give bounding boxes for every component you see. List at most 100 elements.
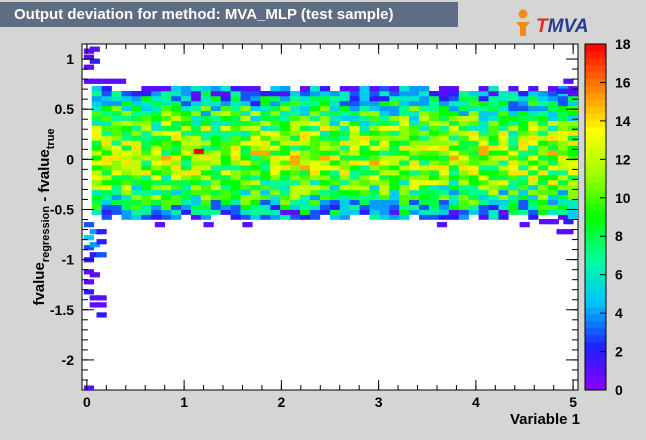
y-axis-label: fvalueregression - fvaluetrue bbox=[31, 128, 57, 305]
heatmap-cell bbox=[518, 145, 529, 151]
heatmap-cell bbox=[409, 105, 420, 112]
heatmap-cell bbox=[161, 130, 172, 136]
heatmap-cell bbox=[339, 160, 350, 166]
heatmap-cell bbox=[349, 125, 360, 131]
heatmap-cell bbox=[111, 155, 122, 161]
heatmap-cell bbox=[111, 95, 122, 102]
heatmap-cell bbox=[181, 130, 192, 136]
heatmap-cell bbox=[161, 150, 172, 156]
heatmap-cell bbox=[121, 90, 132, 97]
heatmap-cell bbox=[508, 115, 519, 121]
heatmap-cell bbox=[171, 184, 182, 191]
heatmap-cell bbox=[379, 179, 390, 186]
heatmap-cell bbox=[518, 120, 529, 126]
heatmap-cell bbox=[448, 135, 460, 141]
heatmap-cell bbox=[329, 105, 341, 112]
heatmap-cell bbox=[220, 155, 231, 161]
heatmap-cell bbox=[548, 130, 559, 136]
heatmap-cell bbox=[260, 155, 271, 161]
heatmap-cell bbox=[409, 199, 420, 205]
heatmap-cell bbox=[518, 175, 529, 181]
heatmap-cell bbox=[563, 88, 574, 94]
y-tick-label: -1.5 bbox=[50, 302, 74, 318]
heatmap-cell bbox=[230, 145, 241, 151]
y-tick-label: 0 bbox=[66, 151, 74, 167]
heatmap-cell bbox=[131, 209, 142, 215]
heatmap-cell bbox=[429, 155, 440, 161]
heatmap-cell bbox=[141, 145, 152, 151]
heatmap-cell bbox=[478, 179, 489, 186]
heatmap-cell bbox=[556, 88, 567, 94]
heatmap-cell bbox=[121, 115, 132, 121]
heatmap-cell bbox=[220, 110, 231, 117]
heatmap-cell bbox=[151, 175, 162, 181]
heatmap-cell bbox=[329, 160, 341, 166]
heatmap-cell bbox=[161, 110, 172, 117]
heatmap-cell bbox=[230, 160, 241, 166]
heatmap-cell bbox=[141, 95, 152, 102]
heatmap-cell bbox=[458, 100, 469, 107]
heatmap-cell bbox=[389, 179, 400, 186]
heatmap-cell bbox=[538, 105, 549, 112]
heatmap-cell bbox=[200, 140, 212, 146]
heatmap-cell bbox=[448, 95, 460, 102]
heatmap-cell bbox=[131, 100, 142, 107]
heatmap-cell bbox=[111, 175, 122, 181]
heatmap-cell bbox=[290, 179, 301, 186]
heatmap-cell bbox=[389, 100, 400, 107]
heatmap-cell bbox=[508, 105, 519, 112]
heatmap-cell bbox=[290, 184, 301, 191]
heatmap-cell bbox=[429, 120, 440, 126]
heatmap-cell bbox=[270, 100, 281, 107]
heatmap-cell bbox=[478, 110, 489, 117]
heatmap-cell bbox=[240, 100, 251, 107]
heatmap-cell bbox=[141, 199, 152, 205]
x-tick-label: 4 bbox=[472, 394, 480, 410]
heatmap-cell bbox=[458, 170, 469, 176]
heatmap-cell bbox=[210, 199, 221, 205]
heatmap-cell bbox=[488, 110, 499, 117]
heatmap-cell bbox=[220, 209, 231, 215]
heatmap-cell bbox=[290, 135, 301, 141]
heatmap-cell bbox=[488, 155, 499, 161]
heatmap-cell bbox=[91, 160, 102, 166]
heatmap-cell bbox=[260, 175, 271, 181]
heatmap-cell bbox=[101, 189, 112, 196]
heatmap-cell bbox=[240, 135, 251, 141]
heatmap-cell bbox=[478, 130, 489, 136]
heatmap-cell bbox=[399, 105, 410, 112]
heatmap-cell bbox=[240, 140, 251, 146]
heatmap-cell bbox=[438, 125, 450, 131]
heatmap-cell bbox=[319, 130, 331, 136]
heatmap-cell bbox=[319, 95, 331, 102]
heatmap-cell bbox=[210, 189, 221, 196]
heatmap-cell bbox=[230, 204, 241, 210]
heatmap-cell bbox=[319, 175, 331, 181]
heatmap-cell bbox=[290, 150, 301, 156]
heatmap-cell bbox=[200, 155, 212, 161]
heatmap-cell bbox=[121, 209, 132, 215]
heatmap-cell bbox=[548, 120, 559, 126]
heatmap-cell bbox=[488, 120, 499, 126]
heatmap-cell bbox=[250, 130, 261, 136]
heatmap-cell bbox=[379, 214, 390, 220]
heatmap-cell bbox=[181, 209, 192, 215]
heatmap-cell bbox=[389, 95, 400, 102]
heatmap-cell bbox=[399, 175, 410, 181]
heatmap-cell bbox=[369, 130, 380, 136]
heatmap-cell bbox=[379, 95, 390, 102]
heatmap-cell bbox=[190, 165, 202, 171]
heatmap-cell bbox=[488, 175, 499, 181]
heatmap-cell bbox=[270, 194, 281, 201]
heatmap-cell bbox=[518, 90, 529, 97]
heatmap-cell bbox=[458, 145, 469, 151]
heatmap-cell bbox=[548, 184, 559, 191]
heatmap-cell bbox=[567, 204, 579, 210]
heatmap-cell bbox=[91, 175, 102, 181]
heatmap-cell bbox=[319, 209, 331, 215]
color-scale-step bbox=[585, 175, 606, 183]
heatmap-cell bbox=[171, 194, 182, 201]
heatmap-cell bbox=[359, 209, 370, 215]
heatmap-cell bbox=[548, 115, 559, 121]
heatmap-cell bbox=[429, 90, 440, 97]
